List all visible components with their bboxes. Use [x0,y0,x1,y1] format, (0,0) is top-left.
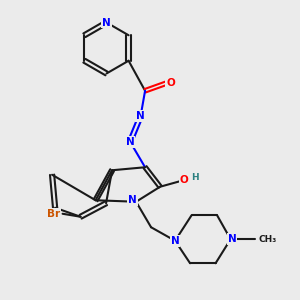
Text: O: O [166,78,175,88]
Text: CH₃: CH₃ [258,235,276,244]
Text: N: N [102,17,111,28]
Text: N: N [228,234,236,244]
Text: N: N [128,195,137,205]
Text: N: N [171,236,179,246]
Text: H: H [191,172,199,182]
Text: N: N [136,111,145,121]
Text: Br: Br [47,209,60,219]
Text: N: N [126,137,134,147]
Text: O: O [180,175,188,185]
